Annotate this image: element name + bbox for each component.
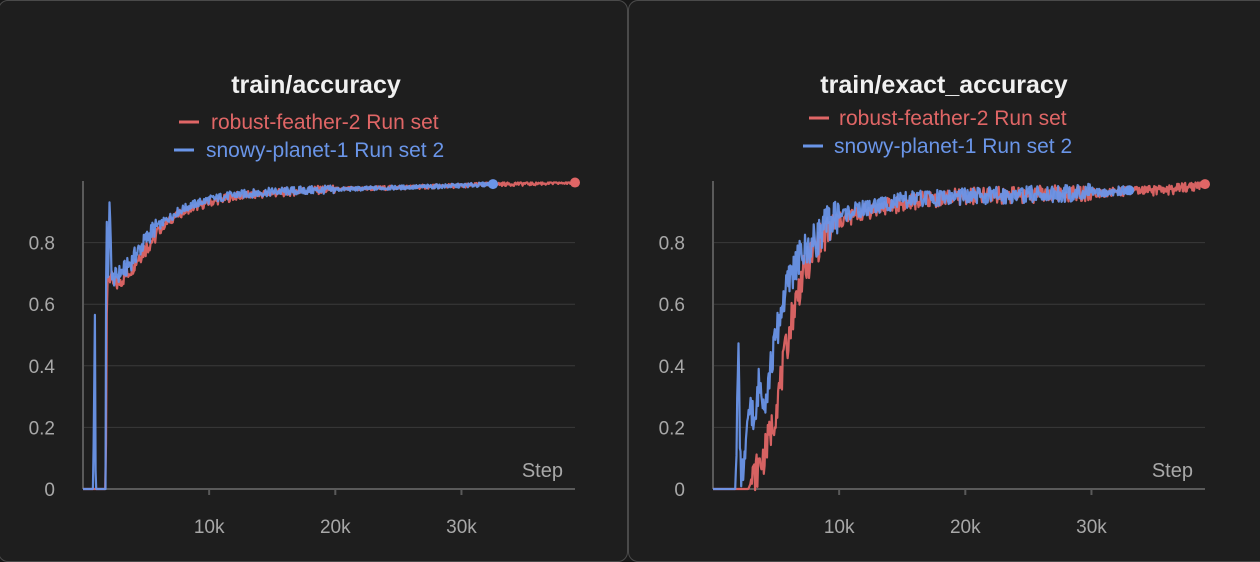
chart-accuracy: train/accuracy robust-feather-2 Run set … — [29, 71, 580, 538]
series-lines[interactable] — [712, 179, 1210, 492]
series-end-marker — [570, 177, 580, 188]
x-axis-label: Step — [522, 460, 563, 482]
legend-label-snowy-planet[interactable]: snowy-planet-1 Run set 2 — [834, 135, 1072, 158]
y-tick-label: 0 — [674, 480, 685, 501]
y-tick-label: 0.8 — [29, 234, 55, 255]
tick-labels: 0 0.2 0.4 0.6 0.8 10k 20k 30k — [29, 234, 478, 538]
series-line — [82, 181, 576, 491]
x-tick-label: 30k — [446, 517, 477, 538]
chart-title: train/accuracy — [231, 71, 401, 99]
y-tick-label: 0.6 — [659, 295, 685, 316]
x-axis-label: Step — [1152, 460, 1193, 482]
grid — [82, 181, 575, 495]
legend-label-snowy-planet[interactable]: snowy-planet-1 Run set 2 — [206, 139, 444, 162]
chart-exact-accuracy: train/exact_accuracy robust-feather-2 Ru… — [659, 71, 1210, 538]
legend-label-robust-feather[interactable]: robust-feather-2 Run set — [211, 111, 439, 134]
x-tick-label: 10k — [824, 517, 855, 538]
series-end-marker — [1124, 185, 1135, 196]
chart-panel-accuracy: train/accuracy robust-feather-2 Run set … — [0, 0, 628, 562]
series-end-marker — [1200, 179, 1210, 190]
series-end-marker — [488, 179, 498, 190]
y-tick-label: 0.8 — [659, 234, 685, 255]
legend-label-robust-feather[interactable]: robust-feather-2 Run set — [839, 107, 1067, 130]
y-tick-label: 0.6 — [29, 295, 55, 316]
y-tick-label: 0.4 — [29, 357, 56, 378]
series-lines[interactable] — [82, 177, 580, 491]
x-tick-label: 20k — [320, 517, 351, 538]
series-line — [712, 181, 1206, 492]
chart-title: train/exact_accuracy — [820, 71, 1067, 99]
chart-panel-exact-accuracy: train/exact_accuracy robust-feather-2 Ru… — [628, 0, 1260, 562]
series-line — [712, 182, 1131, 491]
x-tick-label: 20k — [950, 517, 981, 538]
y-tick-label: 0.2 — [659, 418, 685, 439]
x-tick-label: 30k — [1076, 517, 1107, 538]
y-tick-label: 0 — [44, 480, 55, 501]
series-line — [82, 181, 495, 491]
x-tick-label: 10k — [194, 517, 225, 538]
tick-labels: 0 0.2 0.4 0.6 0.8 10k 20k 30k — [659, 234, 1108, 538]
y-tick-label: 0.2 — [29, 418, 55, 439]
y-tick-label: 0.4 — [659, 357, 686, 378]
